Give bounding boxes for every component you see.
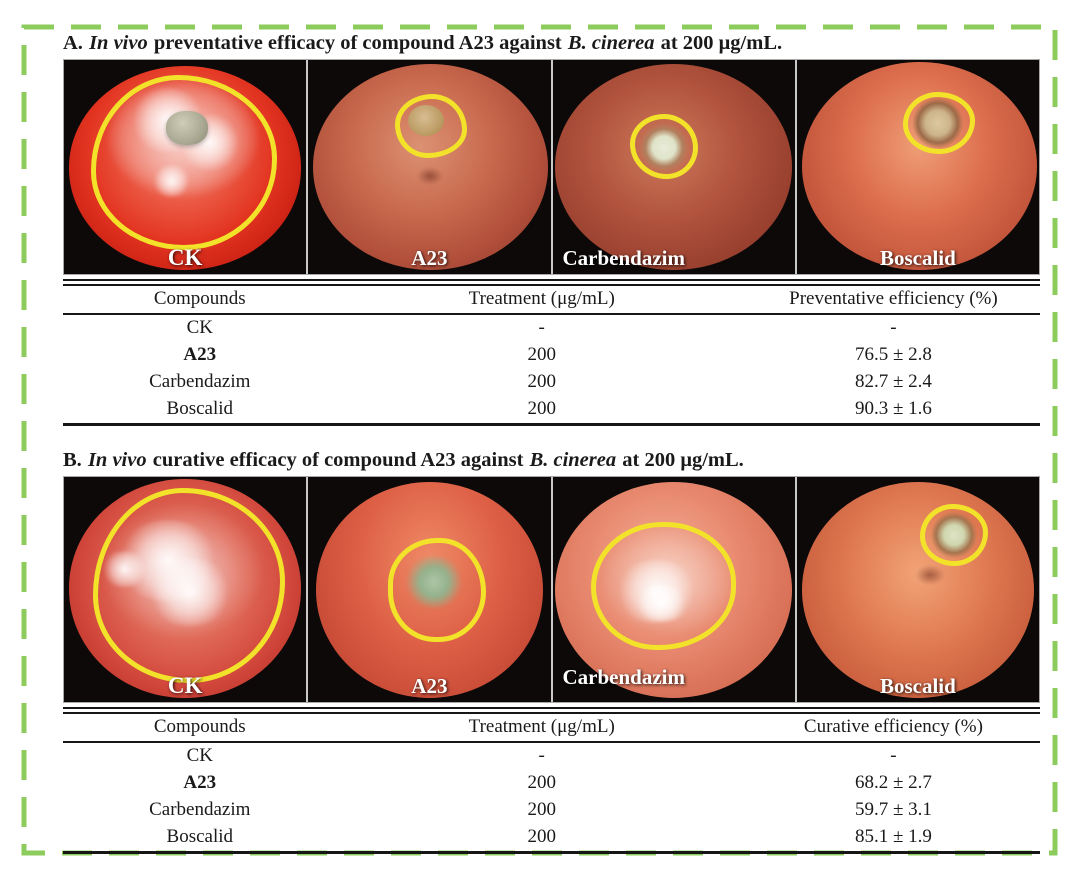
photo-a-boscalid: Boscalid xyxy=(796,60,1039,274)
col-header-efficiency: Preventative efficiency (%) xyxy=(746,285,1040,315)
panel-a-title-dose: at 200 μg/mL. xyxy=(660,32,783,54)
cell-efficiency: - xyxy=(890,317,897,338)
cell-efficiency: 59.7 ± 3.1 xyxy=(854,799,932,820)
table-row: Boscalid 200 85.1 ± 1.9 xyxy=(63,824,1040,853)
photo-strip-a: CK A23 Carbendazim Boscalid xyxy=(63,59,1040,275)
photo-b-carbendazim: Carbendazim xyxy=(552,477,795,702)
photo-label: Carbendazim xyxy=(562,246,686,270)
col-header-treatment: Treatment (μg/mL) xyxy=(336,713,747,743)
cell-efficiency: 82.7 ± 2.4 xyxy=(854,371,932,392)
table-row: CK - - xyxy=(63,742,1040,770)
photo-a-a23: A23 xyxy=(308,60,551,274)
table-row: Carbendazim 200 59.7 ± 3.1 xyxy=(63,797,1040,824)
efficacy-table-b: Compounds Treatment (μg/mL) Curative eff… xyxy=(63,712,1040,854)
cell-treatment: 200 xyxy=(527,371,556,392)
efficacy-table-a: Compounds Treatment (μg/mL) Preventative… xyxy=(63,284,1040,426)
panel-b-letter: B. xyxy=(63,449,82,471)
photo-label: Boscalid xyxy=(879,674,956,698)
cell-compound: A23 xyxy=(183,344,217,365)
panel-a-letter: A. xyxy=(63,32,83,54)
table-row: A23 200 76.5 ± 2.8 xyxy=(63,342,1040,369)
table-row: Carbendazim 200 82.7 ± 2.4 xyxy=(63,369,1040,396)
col-header-efficiency: Curative efficiency (%) xyxy=(746,713,1040,743)
lesion-outline xyxy=(630,113,699,179)
tomato-navel xyxy=(417,167,444,185)
photo-label: A23 xyxy=(411,674,448,698)
cell-compound: Carbendazim xyxy=(149,371,251,392)
table-b-wrap: Compounds Treatment (μg/mL) Curative eff… xyxy=(63,707,1040,854)
lesion-outline xyxy=(93,488,285,683)
cell-treatment: 200 xyxy=(527,799,556,820)
table-row: A23 200 68.2 ± 2.7 xyxy=(63,770,1040,797)
photo-label: CK xyxy=(167,673,203,698)
cell-efficiency: 85.1 ± 1.9 xyxy=(854,826,932,847)
cell-efficiency: 76.5 ± 2.8 xyxy=(854,344,932,365)
cell-treatment: 200 xyxy=(527,344,556,365)
tomato-image xyxy=(801,62,1037,270)
table-row: Boscalid 200 90.3 ± 1.6 xyxy=(63,396,1040,425)
table-a-wrap: Compounds Treatment (μg/mL) Preventative… xyxy=(63,279,1040,426)
panel-b-title-pathogen: B. cinerea xyxy=(529,449,617,471)
photo-b-boscalid: Boscalid xyxy=(796,477,1039,702)
cell-treatment: 200 xyxy=(527,398,556,419)
cell-compound: Carbendazim xyxy=(149,799,251,820)
photo-a-ck: CK xyxy=(64,60,307,274)
tomato-image xyxy=(801,481,1035,698)
photo-label: CK xyxy=(167,245,203,270)
cell-compound: A23 xyxy=(183,772,217,793)
panel-a-title-invivo: In vivo xyxy=(89,32,148,54)
panel-b-title-dose: at 200 μg/mL. xyxy=(622,449,744,471)
panel-b-title-invivo: In vivo xyxy=(87,449,147,471)
photo-label: A23 xyxy=(411,246,448,270)
panel-b-title-middle: curative efficacy of compound A23 agains… xyxy=(152,449,524,471)
lesion-outline xyxy=(903,92,976,155)
cell-treatment: 200 xyxy=(527,826,556,847)
lesion-outline xyxy=(920,504,989,566)
figure-content: A. In vivo preventative efficacy of compou… xyxy=(63,30,1040,854)
cell-treatment: - xyxy=(538,317,545,338)
cell-compound: CK xyxy=(186,745,213,766)
table-header-row: Compounds Treatment (μg/mL) Preventative… xyxy=(63,285,1040,315)
col-header-compounds: Compounds xyxy=(63,285,337,315)
cell-treatment: - xyxy=(538,745,545,766)
cell-compound: CK xyxy=(186,317,213,338)
panel-b-title: B. In vivo curative efficacy of compound A… xyxy=(63,447,1040,473)
panel-a-title: A. In vivo preventative efficacy of compou… xyxy=(63,30,1040,56)
lesion-outline xyxy=(591,522,737,650)
photo-b-ck: CK xyxy=(64,477,307,702)
table-row: CK - - xyxy=(63,314,1040,342)
cell-efficiency: - xyxy=(890,745,897,766)
cell-treatment: 200 xyxy=(527,772,556,793)
panel-a-title-middle: preventative efficacy of compound A23 ag… xyxy=(153,32,562,54)
col-header-compounds: Compounds xyxy=(63,713,337,743)
table-header-row: Compounds Treatment (μg/mL) Curative eff… xyxy=(63,713,1040,743)
photo-strip-b: CK A23 Carbendazim xyxy=(63,476,1040,703)
photo-b-a23: A23 xyxy=(308,477,551,702)
lesion-outline xyxy=(395,94,468,159)
panel-a-title-pathogen: B. cinerea xyxy=(567,32,655,54)
cell-efficiency: 68.2 ± 2.7 xyxy=(854,772,932,793)
panel-b: B. In vivo curative efficacy of compound A… xyxy=(63,447,1040,854)
col-header-treatment: Treatment (μg/mL) xyxy=(336,285,747,315)
cell-compound: Boscalid xyxy=(166,826,234,847)
lesion-outline xyxy=(90,74,278,250)
cell-efficiency: 90.3 ± 1.6 xyxy=(854,398,932,419)
panel-a: A. In vivo preventative efficacy of compou… xyxy=(63,30,1040,426)
tomato-navel xyxy=(915,564,946,585)
photo-label: Carbendazim xyxy=(562,665,686,689)
lesion-outline xyxy=(388,537,487,642)
cell-compound: Boscalid xyxy=(166,398,234,419)
photo-a-carbendazim: Carbendazim xyxy=(552,60,795,274)
photo-label: Boscalid xyxy=(879,246,956,270)
